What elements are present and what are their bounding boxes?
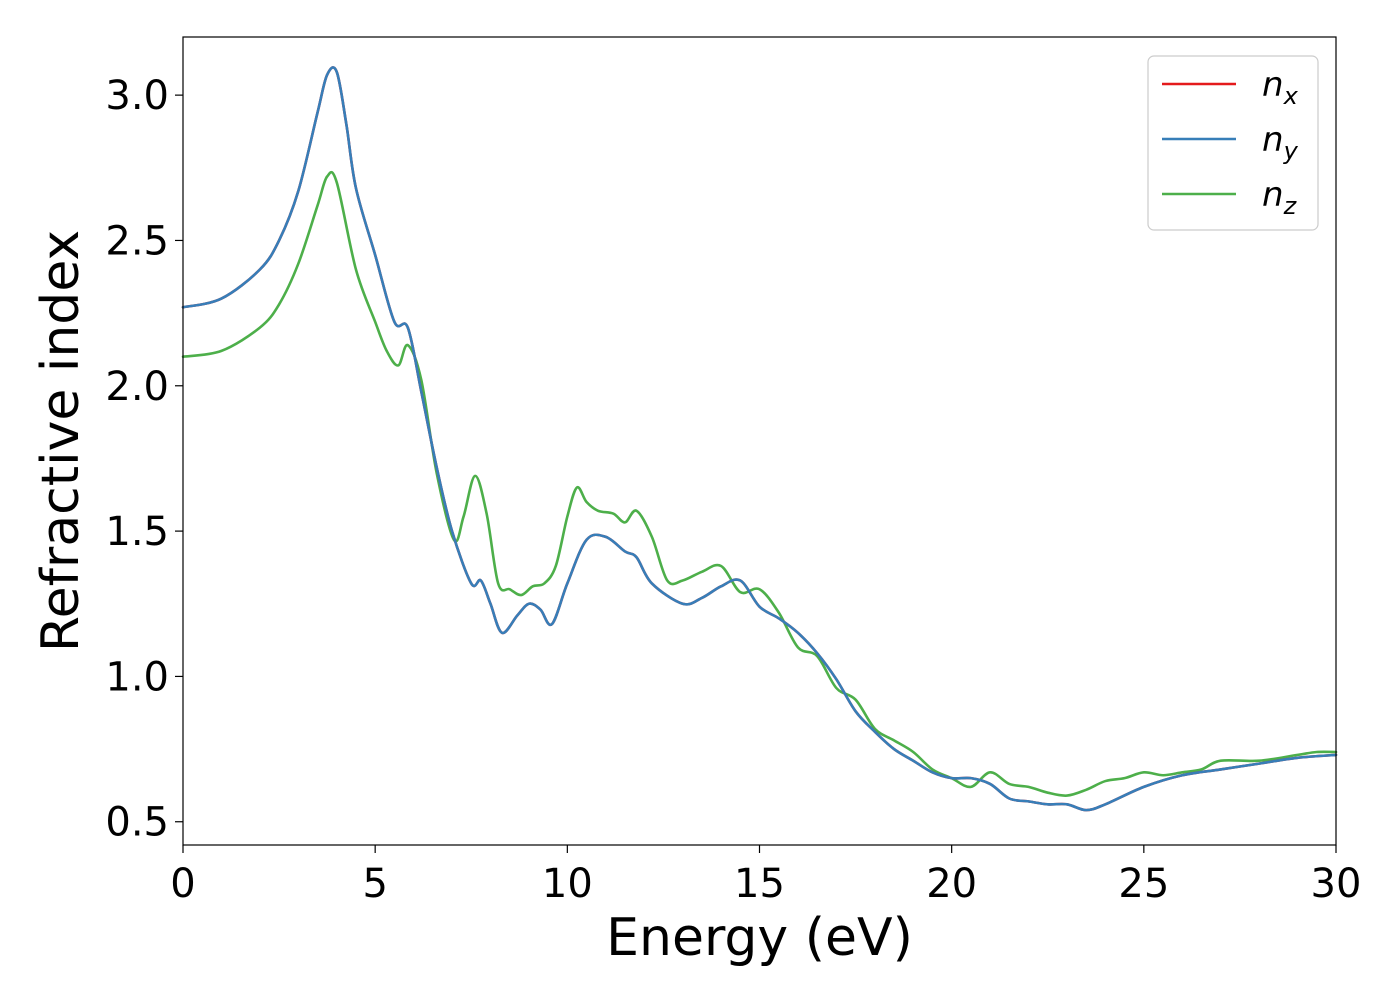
x-tick-label: 10 [542,861,593,907]
y-axis: 0.5 1.0 1.5 2.0 2.5 3.0 [105,73,183,846]
y-tick-label: 0.5 [105,800,169,846]
x-axis: 0 5 10 15 20 25 30 [170,845,1361,907]
legend: nx ny nz [1147,55,1319,231]
y-tick-label: 3.0 [105,73,169,119]
y-axis-label: Refractive index [31,230,91,652]
x-tick-label: 15 [734,861,785,907]
series-line-n-z [181,170,1338,797]
x-tick-label: 5 [362,861,387,907]
x-tick-label: 0 [170,861,195,907]
y-tick-label: 1.5 [105,509,169,555]
y-tick-label: 2.5 [105,218,169,264]
x-tick-label: 25 [1118,861,1169,907]
series-layer [181,66,1338,812]
series-line-n-y [181,66,1338,812]
x-tick-label: 20 [926,861,977,907]
x-tick-label: 30 [1311,861,1362,907]
y-tick-label: 2.0 [105,364,169,410]
legend-box [1147,55,1319,231]
x-axis-label: Energy (eV) [606,908,913,968]
legend-label-y: ny [1262,120,1299,165]
legend-label-z: nz [1262,175,1298,220]
legend-label-x: nx [1262,65,1299,110]
y-tick-label: 1.0 [105,654,169,700]
